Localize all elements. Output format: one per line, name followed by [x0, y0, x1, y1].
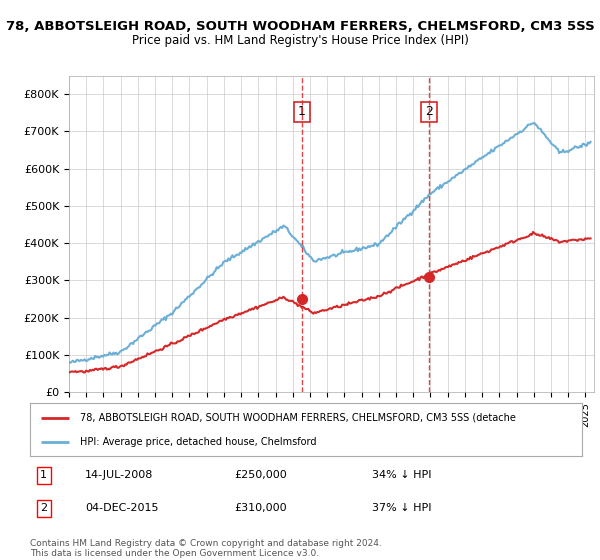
Text: 2: 2: [425, 105, 433, 119]
Text: 78, ABBOTSLEIGH ROAD, SOUTH WOODHAM FERRERS, CHELMSFORD, CM3 5SS (detache: 78, ABBOTSLEIGH ROAD, SOUTH WOODHAM FERR…: [80, 413, 515, 423]
Text: 04-DEC-2015: 04-DEC-2015: [85, 503, 158, 513]
Text: £310,000: £310,000: [234, 503, 287, 513]
Text: 1: 1: [298, 105, 306, 119]
Text: 2: 2: [40, 503, 47, 513]
Text: Contains HM Land Registry data © Crown copyright and database right 2024.
This d: Contains HM Land Registry data © Crown c…: [30, 539, 382, 558]
Text: £250,000: £250,000: [234, 470, 287, 480]
Text: HPI: Average price, detached house, Chelmsford: HPI: Average price, detached house, Chel…: [80, 437, 316, 447]
Text: 14-JUL-2008: 14-JUL-2008: [85, 470, 154, 480]
Text: 37% ↓ HPI: 37% ↓ HPI: [372, 503, 432, 513]
Text: 1: 1: [40, 470, 47, 480]
Text: 78, ABBOTSLEIGH ROAD, SOUTH WOODHAM FERRERS, CHELMSFORD, CM3 5SS: 78, ABBOTSLEIGH ROAD, SOUTH WOODHAM FERR…: [5, 20, 595, 32]
Text: 34% ↓ HPI: 34% ↓ HPI: [372, 470, 432, 480]
Text: Price paid vs. HM Land Registry's House Price Index (HPI): Price paid vs. HM Land Registry's House …: [131, 34, 469, 46]
